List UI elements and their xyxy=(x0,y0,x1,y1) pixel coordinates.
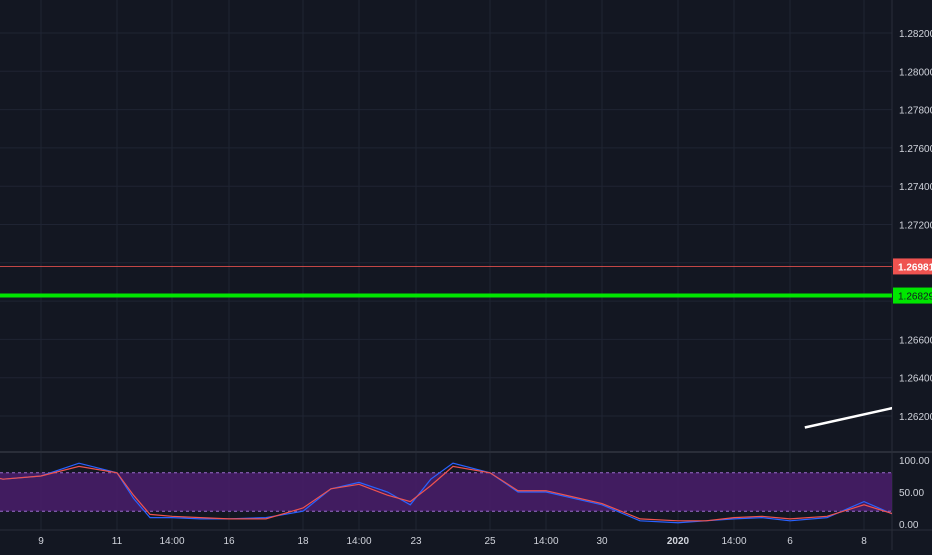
stochastic-pane[interactable] xyxy=(0,460,932,524)
price-axis-label: 1.26600 xyxy=(899,335,932,346)
price-axis-label: 1.28200 xyxy=(899,29,932,40)
time-axis-label: 14:00 xyxy=(721,536,746,547)
time-axis-label: 2020 xyxy=(667,536,690,547)
current-price-tag-bg xyxy=(893,258,932,275)
stochastic-band xyxy=(0,472,892,512)
price-axis-label: 1.27200 xyxy=(899,221,932,232)
stochastic-axis-label: 50.00 xyxy=(899,488,924,499)
price-axis-label: 1.28000 xyxy=(899,67,932,78)
time-axis-label: 25 xyxy=(484,536,496,547)
stochastic-axis-label: 0.00 xyxy=(899,520,919,531)
time-axis-label: 9 xyxy=(38,536,44,547)
current-price-tag: 1.26981 xyxy=(893,258,932,275)
current-price-label: 1.26981 xyxy=(898,262,932,273)
price-axis-label: 1.26400 xyxy=(899,374,932,385)
support-price-tag-bg xyxy=(893,287,932,304)
time-axis-label: 23 xyxy=(410,536,422,547)
time-axis-label: 16 xyxy=(223,536,235,547)
price-axis-label: 1.27800 xyxy=(899,106,932,117)
main-pane[interactable] xyxy=(0,0,932,429)
price-axis-label: 1.26200 xyxy=(899,412,932,423)
time-axis-label: 14:00 xyxy=(159,536,184,547)
price-axis-label: 1.27400 xyxy=(899,182,932,193)
price-axis-label: 1.27600 xyxy=(899,144,932,155)
time-axis-label: 8 xyxy=(861,536,867,547)
support-price-label: 1.26829 xyxy=(898,292,932,303)
time-axis-label: 6 xyxy=(787,536,793,547)
time-axis-label: 14:00 xyxy=(346,536,371,547)
support-price-tag: 1.26829 xyxy=(893,287,932,304)
time-axis-label: 18 xyxy=(297,536,309,547)
time-axis-label: 11 xyxy=(112,536,123,547)
stochastic-axis-label: 100.00 xyxy=(899,456,930,467)
stochastic-line-d xyxy=(0,465,892,522)
stochastic-line-k xyxy=(0,462,892,524)
time-axis-label: 14:00 xyxy=(533,536,558,547)
time-axis-label: 30 xyxy=(596,536,608,547)
